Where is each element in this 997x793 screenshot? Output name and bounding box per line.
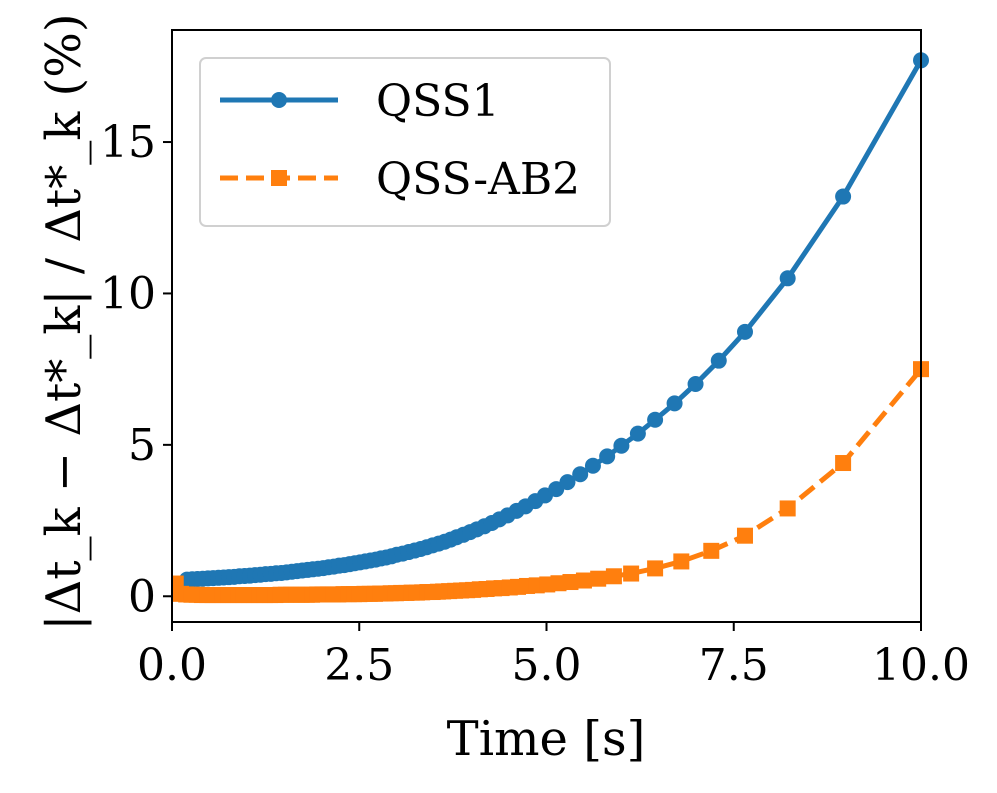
x-tick-label: 2.5 <box>324 640 394 691</box>
legend-label-qss-ab2: QSS-AB2 <box>376 154 580 205</box>
legend-label-qss1: QSS1 <box>376 76 500 127</box>
y-tick-label: 5 <box>128 420 156 471</box>
data-point-qss1 <box>835 188 852 205</box>
data-point-qss-ab2 <box>575 572 592 589</box>
x-tick-label: 5.0 <box>512 640 582 691</box>
series-qss-ab2 <box>172 361 929 604</box>
y-tick-label: 10 <box>100 268 156 319</box>
data-point-qss1 <box>629 425 646 442</box>
data-point-qss-ab2 <box>736 527 753 544</box>
data-point-qss-ab2 <box>779 500 796 517</box>
data-point-qss1 <box>687 375 704 392</box>
data-point-qss1 <box>736 323 753 340</box>
y-tick-label: 15 <box>100 117 156 168</box>
legend-marker-qss1 <box>271 92 287 108</box>
data-point-qss1 <box>613 437 630 454</box>
data-point-qss1 <box>599 448 616 465</box>
data-point-qss-ab2 <box>562 574 579 591</box>
data-point-qss-ab2 <box>623 565 640 582</box>
data-point-qss-ab2 <box>590 570 607 587</box>
y-axis-label: |Δt_k − Δt*_k| / Δt*_k (%) <box>36 13 92 630</box>
x-tick-label: 0.0 <box>137 640 207 691</box>
plot-area <box>172 52 929 604</box>
series-qss1 <box>178 52 929 588</box>
x-axis-label: Time [s] <box>447 711 646 767</box>
data-point-qss1 <box>779 270 796 287</box>
x-axis: 0.0 2.5 5.0 7.5 10.0 <box>137 622 970 691</box>
data-point-qss1 <box>584 457 601 474</box>
data-point-qss-ab2 <box>835 455 852 472</box>
x-tick-label: 10.0 <box>872 640 970 691</box>
axes-frame <box>171 29 922 623</box>
y-axis: 0 5 10 15 <box>100 117 172 622</box>
data-point-qss1 <box>666 395 683 412</box>
data-point-qss-ab2 <box>605 568 622 585</box>
legend-marker-qss-ab2 <box>271 170 287 186</box>
data-point-qss-ab2 <box>647 560 664 577</box>
data-point-qss-ab2 <box>703 542 720 559</box>
data-point-qss1 <box>559 474 576 491</box>
data-point-qss-ab2 <box>673 553 690 570</box>
data-point-qss1 <box>647 411 664 428</box>
data-point-qss1 <box>710 352 727 369</box>
data-point-qss-ab2 <box>172 575 184 592</box>
x-tick-label: 7.5 <box>699 640 769 691</box>
data-point-qss1 <box>572 466 589 483</box>
y-tick-label: 0 <box>128 571 156 622</box>
legend: QSS1 QSS-AB2 <box>199 57 611 227</box>
